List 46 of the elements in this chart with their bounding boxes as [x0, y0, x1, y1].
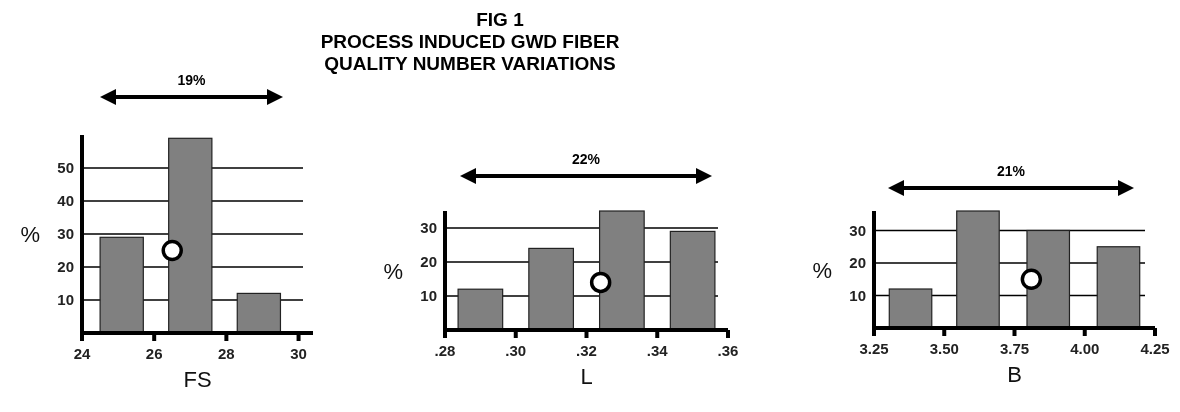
y-tick-label: 40	[57, 192, 74, 209]
x-axis-title: L	[580, 364, 593, 389]
x-tick-label: 3.50	[929, 340, 959, 357]
text: 21%	[996, 163, 1026, 179]
text: 19%	[177, 72, 207, 88]
x-tick-label: 30	[290, 345, 307, 362]
bar	[669, 230, 716, 331]
x-axis-title: B	[1007, 362, 1022, 387]
y-tick-label: 20	[57, 258, 74, 275]
x-tick-label: 3.25	[859, 340, 889, 357]
x-tick-label: .30	[505, 342, 527, 359]
x-tick-label: .32	[576, 342, 597, 359]
y-axis-title: %	[20, 222, 40, 247]
y-tick-label: 30	[849, 221, 866, 239]
y-tick-label: 10	[849, 286, 866, 304]
x-tick-label: .36	[717, 342, 739, 359]
bar	[956, 210, 1000, 329]
x-tick-label: 3.75	[999, 340, 1030, 357]
bar	[888, 288, 933, 329]
x-tick-label: 4.00	[1070, 340, 1100, 357]
y-tick-label: 10	[420, 287, 437, 304]
y-axis-title: %	[383, 258, 403, 284]
bar	[168, 137, 213, 334]
bar	[1026, 229, 1071, 329]
bar	[598, 210, 645, 331]
y-axis-title: %	[812, 257, 832, 283]
text: 22%	[571, 151, 601, 167]
y-tick-label: 50	[57, 159, 74, 176]
x-axis-title: FS	[183, 367, 212, 392]
bar	[236, 292, 282, 334]
x-tick-label: 4.25	[1140, 340, 1170, 357]
x-tick-label: .34	[646, 342, 669, 359]
text: FIG 1 PROCESS INDUCED GWD FIBER QUALITY NUMBER VARIATIONS	[320, 9, 620, 74]
x-tick-label: 28	[218, 345, 235, 362]
x-tick-label: 24	[73, 345, 91, 362]
bar	[1096, 246, 1141, 329]
y-tick-label: 30	[57, 225, 74, 242]
x-tick-label: .28	[434, 342, 456, 359]
bar	[457, 288, 504, 331]
bar	[528, 247, 575, 331]
x-tick-label: 26	[145, 345, 163, 362]
y-tick-label: 10	[57, 291, 74, 308]
bar	[99, 236, 144, 334]
y-tick-label: 20	[849, 254, 866, 271]
y-tick-label: 30	[420, 219, 437, 236]
y-tick-label: 20	[420, 253, 437, 270]
